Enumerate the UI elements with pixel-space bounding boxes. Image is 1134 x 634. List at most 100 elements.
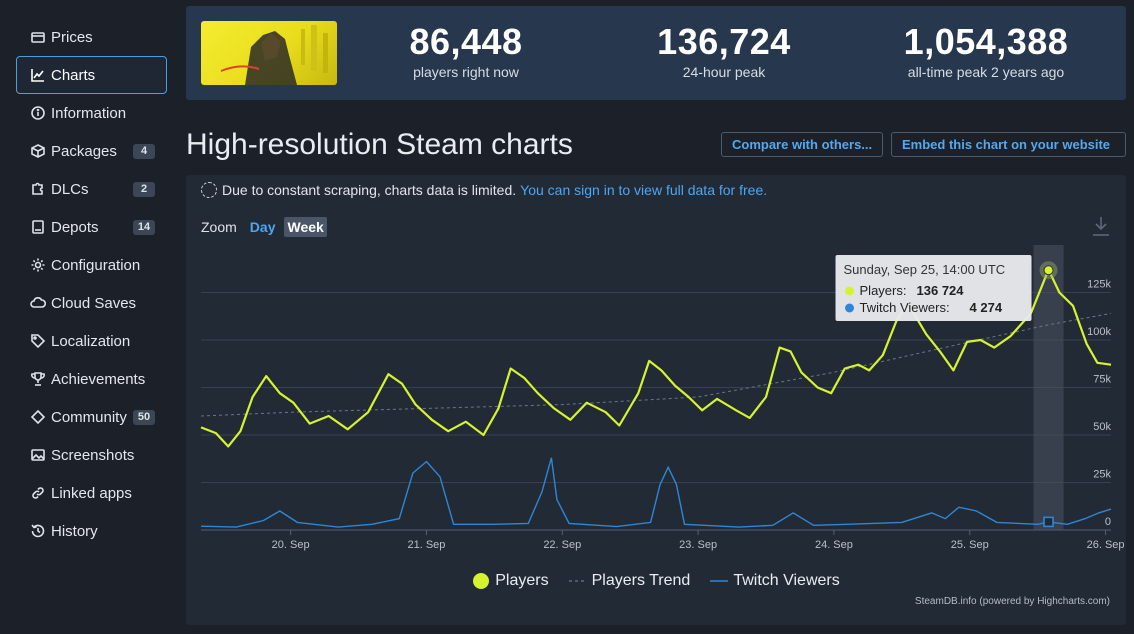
puzzle-icon xyxy=(29,180,47,198)
alltime-peak-value: 1,054,388 xyxy=(903,21,1069,62)
current-players-label: players right now xyxy=(413,64,519,80)
data-limit-notice: Due to constant scraping, charts data is… xyxy=(201,182,767,198)
sidebar-item-screenshots[interactable]: Screenshots xyxy=(16,436,167,474)
sidebar-item-label: Configuration xyxy=(51,256,141,274)
sidebar-item-label: Screenshots xyxy=(51,446,135,464)
sidebar-item-label: Community xyxy=(51,408,127,426)
tooltip-title: Sunday, Sep 25, 14:00 UTC xyxy=(844,262,1006,277)
chart-legend: Players Players Trend Twitch Viewers xyxy=(186,571,1126,591)
sidebar-item-label: Cloud Saves xyxy=(51,294,137,312)
sidebar-item-dlcs[interactable]: DLCs 2 xyxy=(16,170,167,208)
wallet-icon xyxy=(29,28,47,46)
sidebar-item-cloud-saves[interactable]: Cloud Saves xyxy=(16,284,167,322)
alltime-peak-label: all-time peak 2 years ago xyxy=(907,64,1065,80)
sidebar-item-information[interactable]: Information xyxy=(16,94,167,132)
player-count-chart[interactable]: 0 25k 50k 75k 100k 125k 20. Sep 21. Sep 22. Sep 2… xyxy=(186,235,1126,565)
players-hover-point xyxy=(1043,265,1054,276)
tooltip-players-dot-icon xyxy=(845,286,855,296)
game-stats-header: 86,448 players right now 136,724 24-hour… xyxy=(186,6,1126,100)
gear-icon xyxy=(29,256,47,274)
peak-24h-stat: 136,724 24-hour peak xyxy=(634,21,814,81)
sidebar-item-label: History xyxy=(51,522,98,540)
sidebar-item-badge: 50 xyxy=(133,410,155,425)
sidebar-item-label: Localization xyxy=(51,332,131,350)
sidebar-item-localization[interactable]: Localization xyxy=(16,322,167,360)
chart-line-icon xyxy=(29,66,47,84)
embed-chart-button[interactable]: Embed this chart on your website xyxy=(891,132,1126,157)
peak-24h-value: 136,724 xyxy=(657,21,791,62)
zoom-day-button[interactable]: Day xyxy=(249,219,276,235)
tooltip-twitch-label: Twitch Viewers: xyxy=(860,300,950,315)
zoom-controls: Zoom Day Week xyxy=(201,217,333,237)
sidebar-item-badge: 4 xyxy=(133,144,155,159)
sidebar-item-label: Information xyxy=(51,104,127,122)
sidebar-item-configuration[interactable]: Configuration xyxy=(16,246,167,284)
sidebar-item-charts[interactable]: Charts xyxy=(16,56,167,94)
x-tick-label: 20. Sep xyxy=(272,539,310,551)
sidebar-item-label: Packages xyxy=(51,142,117,160)
sidebar-item-label: Prices xyxy=(51,28,93,46)
sidebar-item-linked-apps[interactable]: Linked apps xyxy=(16,474,167,512)
sidebar-item-label: DLCs xyxy=(51,180,89,198)
trend-legend-marker-icon xyxy=(568,580,587,582)
x-tick-label: 21. Sep xyxy=(408,539,446,551)
sidebar-item-packages[interactable]: Packages 4 xyxy=(16,132,167,170)
y-tick-label: 25k xyxy=(1093,469,1111,481)
page-title: High-resolution Steam charts xyxy=(186,128,573,161)
diamond-icon xyxy=(29,408,47,426)
box-icon xyxy=(29,142,47,160)
sidebar-item-badge: 2 xyxy=(133,182,155,197)
twitch-viewers-line xyxy=(200,457,1112,528)
players-line xyxy=(200,268,1112,448)
download-icon[interactable] xyxy=(1091,215,1111,237)
chart-tooltip xyxy=(835,255,1032,321)
twitch-legend-marker-icon xyxy=(710,580,729,582)
sidebar-item-depots[interactable]: Depots 14 xyxy=(16,208,167,246)
sidebar-item-achievements[interactable]: Achievements xyxy=(16,360,167,398)
x-tick-label: 23. Sep xyxy=(679,539,717,551)
loading-spinner-icon xyxy=(201,182,217,198)
players-legend-marker-icon xyxy=(473,573,490,589)
sign-in-link[interactable]: You can sign in to view full data for fr… xyxy=(520,182,768,198)
compare-button[interactable]: Compare with others... xyxy=(721,132,884,157)
legend-trend-label: Players Trend xyxy=(591,572,691,589)
chart-card: Due to constant scraping, charts data is… xyxy=(186,175,1126,625)
legend-players-label: Players xyxy=(495,572,549,589)
image-icon xyxy=(29,446,47,464)
sidebar-item-badge: 14 xyxy=(133,220,155,235)
sidebar-item-community[interactable]: Community 50 xyxy=(16,398,167,436)
players-trend-line xyxy=(200,312,1112,417)
peak-24h-label: 24-hour peak xyxy=(682,64,766,80)
x-tick-label: 24. Sep xyxy=(815,539,853,551)
sidebar-item-prices[interactable]: Prices xyxy=(16,18,167,56)
x-tick-label: 25. Sep xyxy=(951,539,989,551)
trophy-icon xyxy=(29,370,47,388)
tooltip-twitch-value: 4 274 xyxy=(970,300,1003,315)
x-tick-label: 26. Sep xyxy=(1087,539,1125,551)
tooltip-twitch-dot-icon xyxy=(845,303,855,313)
y-tick-label: 0 xyxy=(1105,516,1111,528)
legend-players-trend[interactable]: Players Trend xyxy=(568,572,691,590)
sidebar-nav: Prices Charts Information Packages 4 DLCs 2 Dep… xyxy=(16,18,167,550)
sidebar-item-history[interactable]: History xyxy=(16,512,167,550)
tag-icon xyxy=(29,332,47,350)
current-players-stat: 86,448 players right now xyxy=(391,22,541,81)
history-icon xyxy=(29,522,47,540)
zoom-week-button[interactable]: Week xyxy=(284,217,327,237)
tooltip-players-label: Players: xyxy=(860,283,907,298)
x-tick-label: 22. Sep xyxy=(543,539,581,551)
sidebar-item-label: Linked apps xyxy=(51,484,132,502)
legend-players[interactable]: Players xyxy=(472,571,549,591)
twitch-hover-point xyxy=(1043,516,1054,528)
game-cover-image[interactable] xyxy=(201,21,337,85)
sidebar-item-label: Depots xyxy=(51,218,99,236)
y-tick-label: 50k xyxy=(1093,421,1111,433)
notice-text: Due to constant scraping, charts data is… xyxy=(222,182,517,198)
y-tick-label: 125k xyxy=(1087,279,1111,291)
link-icon xyxy=(29,484,47,502)
y-tick-label: 75k xyxy=(1093,374,1111,386)
legend-twitch-label: Twitch Viewers xyxy=(733,572,840,589)
chart-credit: SteamDB.info (powered by Highcharts.com) xyxy=(914,596,1110,607)
info-icon xyxy=(29,104,47,122)
legend-twitch-viewers[interactable]: Twitch Viewers xyxy=(710,572,840,590)
